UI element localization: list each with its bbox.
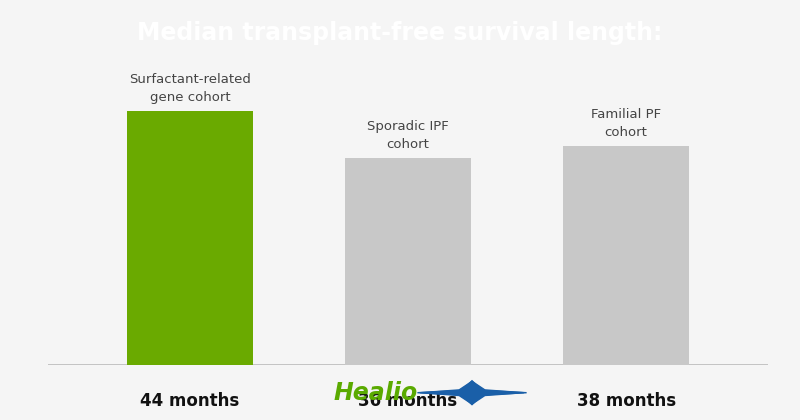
Polygon shape	[418, 381, 526, 404]
Text: 36 months: 36 months	[358, 392, 458, 410]
Text: Sporadic IPF
cohort: Sporadic IPF cohort	[367, 120, 449, 150]
Polygon shape	[420, 381, 524, 404]
Text: 38 months: 38 months	[577, 392, 676, 410]
Bar	[126, 111, 253, 365]
Text: Healio: Healio	[334, 381, 418, 405]
Bar	[345, 158, 471, 365]
Text: Median transplant-free survival length:: Median transplant-free survival length:	[138, 21, 662, 45]
Text: Familial PF
cohort: Familial PF cohort	[591, 108, 662, 139]
Text: Surfactant-related
gene cohort: Surfactant-related gene cohort	[129, 74, 250, 104]
Text: 44 months: 44 months	[140, 392, 239, 410]
Bar	[563, 146, 690, 365]
